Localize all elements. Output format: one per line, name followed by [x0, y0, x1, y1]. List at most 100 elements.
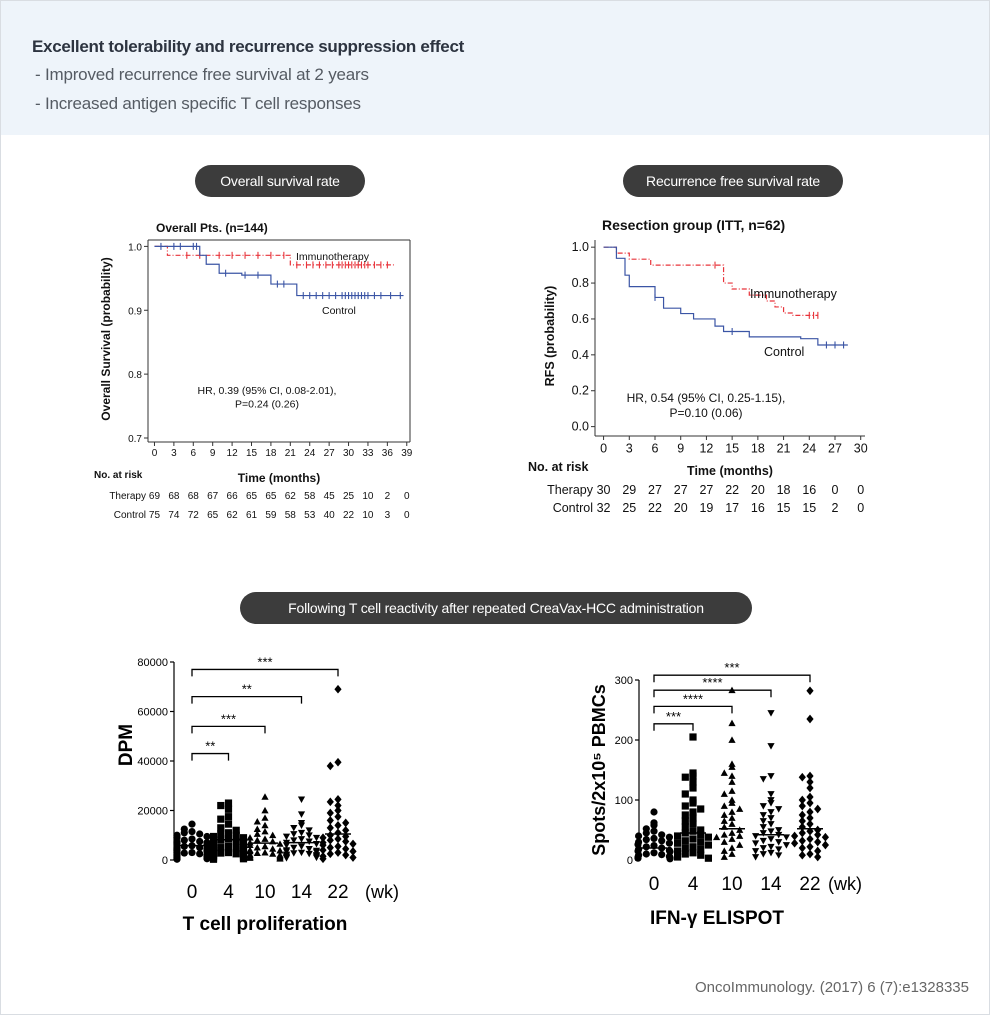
data-point — [689, 778, 697, 786]
x-tick-label: 27 — [324, 448, 336, 459]
data-point — [319, 845, 327, 855]
data-point — [217, 849, 225, 857]
data-point — [697, 845, 705, 853]
y-tick-label: 100 — [615, 795, 633, 807]
data-point — [282, 833, 291, 841]
risk-count: 25 — [343, 491, 355, 502]
significance-label: ** — [242, 682, 252, 697]
data-point — [798, 801, 806, 811]
y-tick-label: 0.0 — [572, 420, 589, 434]
data-point — [642, 850, 650, 858]
data-point — [224, 829, 233, 837]
risk-count: 22 — [343, 510, 355, 521]
risk-count: 59 — [265, 510, 277, 521]
x-unit-label: (wk) — [365, 882, 399, 902]
data-point — [775, 852, 783, 859]
x-tick-label: 27 — [828, 442, 842, 456]
data-point — [334, 842, 342, 851]
data-point — [806, 834, 814, 844]
data-point — [674, 853, 682, 861]
y-tick-label: 1.0 — [572, 240, 589, 254]
data-point — [791, 838, 799, 848]
x-tick-label: 39 — [401, 448, 413, 459]
data-point — [665, 839, 673, 847]
data-point — [752, 833, 760, 840]
data-point — [697, 838, 705, 846]
data-point — [736, 805, 744, 812]
significance-label: **** — [702, 675, 722, 690]
x-axis-label: Time (months) — [238, 471, 320, 485]
data-point — [681, 811, 689, 819]
data-point — [674, 839, 682, 847]
y-tick-label: 0.8 — [572, 276, 589, 290]
data-point — [681, 837, 689, 845]
risk-count: 65 — [265, 491, 277, 502]
data-point — [689, 772, 697, 780]
data-point — [217, 801, 225, 810]
data-point — [759, 776, 767, 783]
series-line-immunotherapy — [603, 246, 818, 316]
data-point — [269, 845, 277, 852]
data-point — [689, 843, 697, 851]
category-label: 22 — [327, 882, 348, 903]
x-tick-label: 30 — [854, 442, 868, 456]
data-point — [635, 832, 643, 840]
data-point — [720, 847, 728, 854]
series-line-control — [603, 246, 848, 346]
data-point — [650, 849, 658, 857]
data-point — [767, 843, 775, 851]
data-point — [806, 686, 814, 696]
data-point — [334, 795, 342, 804]
y-tick-label: 0.7 — [128, 434, 142, 445]
data-point — [767, 821, 775, 828]
data-point — [209, 846, 218, 855]
header-bullet-tcell: - Increased antigen specific T cell resp… — [35, 94, 361, 113]
risk-count: 45 — [324, 491, 336, 502]
data-point — [728, 808, 736, 815]
data-point — [290, 831, 298, 838]
data-point — [261, 814, 269, 821]
data-point — [658, 837, 666, 845]
x-tick-label: 21 — [285, 448, 297, 459]
x-tick-label: 24 — [304, 448, 316, 459]
data-point — [658, 831, 666, 839]
y-tick-label: 80000 — [137, 657, 168, 669]
data-point — [312, 834, 321, 842]
data-point — [326, 797, 334, 807]
data-point — [188, 820, 196, 828]
data-point — [253, 830, 261, 837]
p-value-annotation: P=0.10 (0.06) — [669, 406, 742, 420]
data-point — [728, 778, 736, 785]
data-point — [297, 843, 306, 850]
x-tick-label: 0 — [600, 442, 607, 456]
data-point — [689, 784, 697, 792]
data-point — [674, 847, 682, 855]
risk-count: 10 — [362, 510, 374, 521]
data-point — [232, 826, 240, 834]
significance-label: *** — [221, 711, 236, 726]
x-tick-label: 18 — [265, 448, 277, 459]
data-point — [775, 839, 783, 846]
significance-bracket — [191, 725, 266, 734]
data-point — [253, 836, 261, 844]
risk-count: 75 — [149, 510, 161, 521]
x-tick-label: 3 — [626, 442, 633, 456]
series-label-immunotherapy: Immunotherapy — [296, 251, 370, 263]
data-point — [666, 855, 674, 863]
y-tick-label: 0.9 — [128, 306, 142, 317]
risk-count: 22 — [725, 483, 739, 497]
significance-label: *** — [257, 654, 272, 669]
risk-count: 27 — [674, 483, 688, 497]
data-point — [334, 684, 342, 694]
data-point — [728, 829, 736, 836]
data-point — [349, 853, 357, 862]
risk-count: 40 — [324, 510, 336, 521]
data-point — [720, 811, 728, 818]
data-point — [798, 828, 806, 838]
data-point — [782, 842, 790, 849]
data-point — [342, 850, 350, 860]
data-point — [319, 833, 327, 843]
risk-count: 18 — [777, 483, 791, 497]
risk-count: 65 — [207, 510, 219, 521]
y-tick-label: 0.8 — [128, 370, 142, 381]
